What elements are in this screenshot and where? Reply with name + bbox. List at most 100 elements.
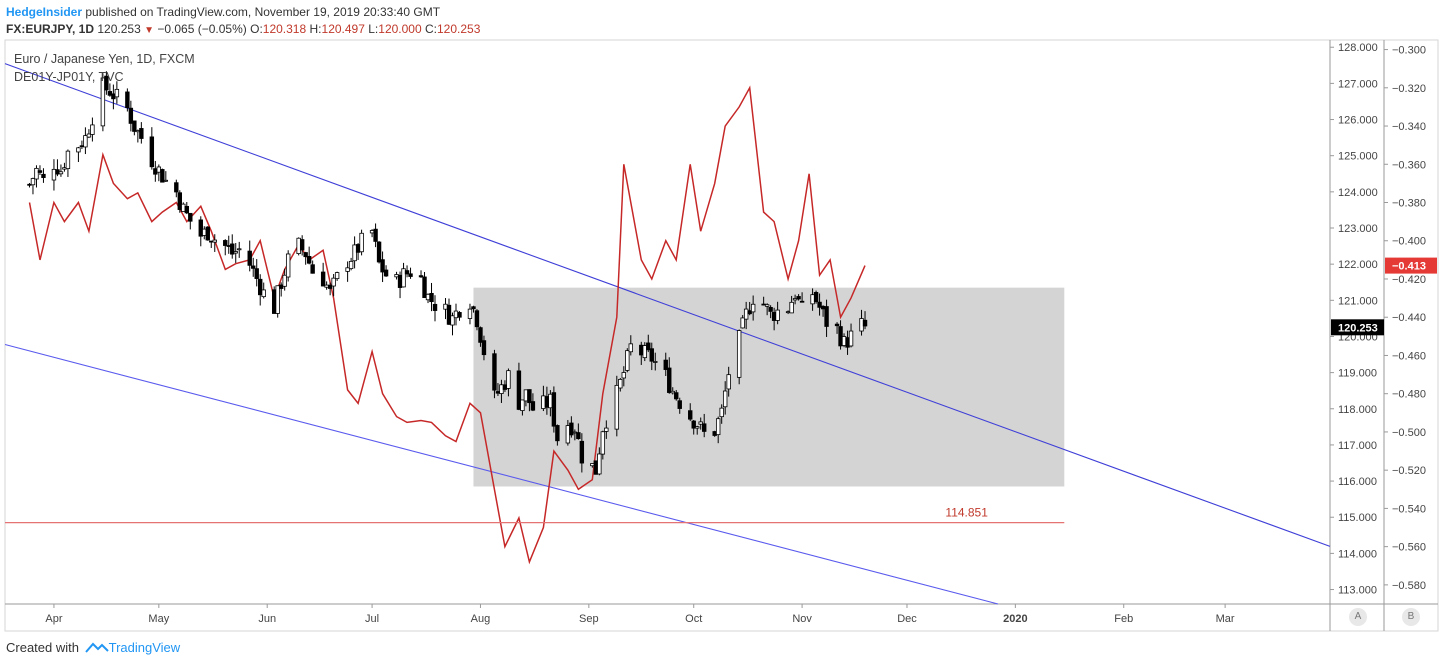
candle-body <box>792 298 798 301</box>
y-right-tick-label: −0.440 <box>1392 312 1426 324</box>
high-value: 120.497 <box>321 22 365 36</box>
candle-body <box>813 292 819 303</box>
candle-body <box>394 274 399 278</box>
candle-body <box>212 239 217 243</box>
candle-body <box>845 337 850 348</box>
candle-body <box>593 460 599 475</box>
chart-frame <box>4 39 1439 632</box>
candle-body <box>688 410 693 420</box>
candle-body <box>296 237 301 255</box>
candle-body <box>820 305 826 310</box>
candle-body <box>254 268 259 279</box>
overlay-spread-line <box>28 85 866 565</box>
candle-body <box>569 422 574 436</box>
tradingview-logo-icon <box>84 642 109 653</box>
candle-body <box>523 389 529 402</box>
candle-body <box>667 367 672 393</box>
y-left-tick-label: 122.000 <box>1338 259 1378 271</box>
y-left-tick-label: 118.000 <box>1338 404 1377 416</box>
close-value: 120.253 <box>437 22 481 36</box>
candle-body <box>499 384 504 394</box>
publish-info: HedgeInsider published on TradingView.co… <box>6 4 440 20</box>
y-right-tick-label: −0.480 <box>1392 389 1426 401</box>
y-right-tick-label: −0.360 <box>1392 159 1426 171</box>
candle-body <box>495 391 501 394</box>
candle-body <box>327 284 333 289</box>
candle-body <box>205 226 210 241</box>
candle-body <box>768 307 773 312</box>
x-tick-label: Sep <box>579 613 599 625</box>
candle-body <box>153 168 158 175</box>
y-right-tick-label: −0.580 <box>1392 580 1426 592</box>
candle-body <box>352 244 357 262</box>
candle-body <box>230 243 235 255</box>
created-with-text: Created with <box>6 640 79 655</box>
candle-body <box>306 255 312 264</box>
range-box <box>473 287 1065 487</box>
candle-body <box>771 312 777 321</box>
y-left-tick-label: 124.000 <box>1338 187 1378 199</box>
low-label: L: <box>368 22 379 36</box>
candle-body <box>548 393 553 409</box>
candle-body <box>750 303 756 313</box>
candle-body <box>736 330 742 378</box>
scale-b-button[interactable]: B <box>1402 608 1420 626</box>
candle-body <box>125 91 130 109</box>
y-left-tick-label: 128.000 <box>1338 42 1378 54</box>
candle-body <box>132 120 137 132</box>
candle-body <box>163 179 169 182</box>
low-value: 120.000 <box>378 22 422 36</box>
candle-body <box>502 384 508 390</box>
candle-body <box>799 300 805 303</box>
y-left-tick-label: 123.000 <box>1338 223 1378 235</box>
candle-body <box>670 390 675 394</box>
author-link[interactable]: HedgeInsider <box>6 5 83 19</box>
auto-scale-button[interactable]: A <box>1349 608 1367 626</box>
candle-body <box>275 285 280 314</box>
candle-body <box>663 359 668 370</box>
candle-body <box>90 124 95 135</box>
candle-body <box>848 330 854 347</box>
candle-body <box>114 88 120 98</box>
tradingview-brand[interactable]: TradingView <box>108 640 181 655</box>
candle-body <box>100 77 106 127</box>
y-right-tick-label: −0.400 <box>1392 236 1426 248</box>
down-triangle-icon: ▼ <box>144 25 155 36</box>
candle-body <box>579 440 585 464</box>
candle-body <box>625 350 630 371</box>
candle-body <box>642 345 647 359</box>
candle-body <box>345 267 350 272</box>
candle-body <box>516 370 522 410</box>
candle-body <box>285 253 291 278</box>
y-left-tick-label: 125.000 <box>1338 151 1378 163</box>
candle-body <box>233 251 238 254</box>
footer: Created with TradingView <box>6 640 180 655</box>
candle-body <box>492 353 497 391</box>
x-tick-label: Apr <box>45 613 62 625</box>
high-label: H: <box>309 22 322 36</box>
candle-body <box>209 240 214 243</box>
y-left-tick-label: 126.000 <box>1338 115 1378 127</box>
y-right-tick-label: −0.300 <box>1392 45 1426 57</box>
candle-body <box>258 278 263 296</box>
candle-body <box>695 426 700 429</box>
candle-body <box>621 372 626 379</box>
candle-body <box>184 205 189 214</box>
candle-body <box>590 463 595 467</box>
last-price: 120.253 <box>97 22 141 36</box>
candle-body <box>597 453 602 475</box>
candle-body <box>174 182 179 193</box>
candle-body <box>761 303 766 306</box>
candle-body <box>677 400 682 409</box>
x-tick-label: Feb <box>1114 613 1133 625</box>
candle-body <box>702 423 707 432</box>
candle-body <box>202 228 207 236</box>
support-line-label: 114.851 <box>945 506 988 520</box>
y-right-tick-label: −0.380 <box>1392 198 1426 210</box>
candle-body <box>649 348 654 362</box>
candle-body <box>747 310 752 315</box>
candle-body <box>429 292 434 303</box>
y-right-tick-label: −0.460 <box>1392 350 1426 362</box>
candle-body <box>237 248 242 251</box>
